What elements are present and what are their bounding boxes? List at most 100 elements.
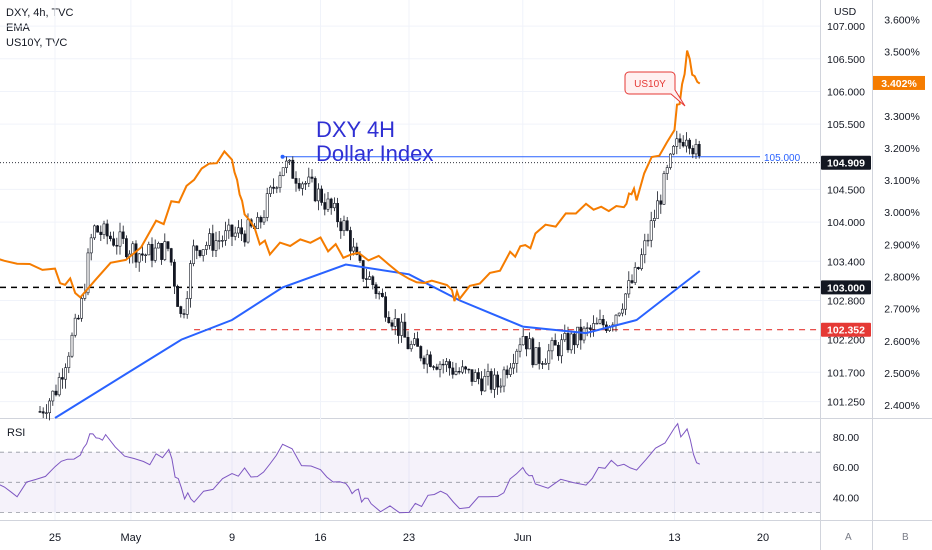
candle-body: [646, 239, 650, 242]
candle-body: [160, 243, 164, 260]
price-levels: [0, 154, 820, 331]
price-tick-label: 105.500: [827, 119, 865, 131]
legend-ema[interactable]: EMA: [6, 22, 30, 34]
legend-us10y[interactable]: US10Y, TVC: [6, 37, 68, 49]
candle-body: [614, 314, 618, 326]
ema-line: [54, 263, 701, 419]
rsi-legend[interactable]: RSI: [7, 427, 26, 439]
candle-body: [44, 412, 48, 414]
candle-body: [284, 160, 288, 168]
candle-body: [403, 321, 407, 338]
candle-body: [57, 377, 61, 396]
candle-body: [339, 221, 343, 232]
candle-body: [380, 292, 384, 297]
candle-body: [265, 193, 269, 218]
candle-body: [643, 240, 647, 256]
price-tick-label: 104.000: [827, 217, 865, 229]
candle-body: [281, 167, 285, 176]
candle-body: [336, 203, 340, 223]
scale-a-button[interactable]: A: [845, 532, 852, 543]
candle-body: [371, 276, 375, 285]
candle-body: [470, 369, 474, 382]
candle-body: [499, 385, 503, 388]
scale-b-button[interactable]: B: [902, 532, 909, 543]
annotation-subtitle: Dollar Index: [316, 141, 433, 166]
price-tick-label: 107.000: [827, 21, 865, 33]
price-tick-label: 106.000: [827, 86, 865, 98]
x-tick-label: 20: [757, 532, 769, 544]
candle-body: [457, 371, 461, 373]
candle-body: [166, 241, 170, 249]
candle-body: [384, 296, 388, 318]
candle-body: [544, 362, 548, 365]
level-105-anchor: [280, 154, 285, 159]
candle-body: [329, 198, 333, 209]
candle-body: [352, 246, 356, 252]
candle-body: [444, 361, 448, 366]
candle-body: [195, 245, 199, 251]
candle-body: [297, 183, 301, 189]
price-tick-label: 102.200: [827, 335, 865, 347]
candle-body: [169, 248, 173, 263]
candle-body: [620, 308, 624, 314]
candle-body: [454, 371, 458, 375]
candle-body: [38, 411, 42, 413]
candle-body: [534, 347, 538, 366]
x-tick-label: 16: [314, 532, 326, 544]
candle-body: [409, 344, 413, 350]
candle-body: [524, 336, 528, 350]
candle-body: [630, 280, 634, 283]
candle-body: [54, 390, 58, 396]
us10y-tag-bg: [873, 75, 925, 90]
candle-body: [521, 336, 525, 346]
candle-body: [412, 338, 416, 345]
candle-body: [147, 243, 151, 256]
candle-body: [118, 231, 122, 247]
candle-body: [448, 361, 452, 369]
candle-body: [211, 233, 215, 251]
candle-body: [205, 245, 208, 250]
candle-body: [588, 327, 592, 330]
candle-body: [355, 246, 359, 255]
candle-body: [278, 175, 282, 188]
candle-body: [345, 220, 349, 231]
candle-body: [89, 237, 93, 254]
candle-body: [64, 367, 68, 380]
yield-tick-label: 3.200%: [884, 143, 920, 155]
candle-body: [387, 316, 391, 324]
candle-body: [393, 318, 397, 327]
price-tick-label: 102.800: [827, 295, 865, 307]
candle-body: [192, 245, 196, 264]
candle-body: [432, 366, 436, 368]
yield-tick-label: 2.700%: [884, 304, 920, 316]
candle-body: [179, 306, 183, 314]
candle-body: [70, 334, 74, 357]
candle-body: [451, 367, 455, 375]
candle-body: [80, 298, 84, 319]
price-tick-label: 104.500: [827, 184, 865, 196]
yield-tick-label: 3.300%: [884, 111, 920, 123]
candle-body: [483, 376, 487, 392]
legend-symbol[interactable]: DXY, 4h, TVC: [6, 7, 74, 19]
candle-body: [102, 223, 106, 235]
candle-body: [259, 216, 263, 223]
candle-body: [652, 218, 656, 221]
candle-body: [323, 202, 327, 210]
candle-body: [390, 322, 394, 327]
candle-body: [221, 240, 224, 242]
candle-body: [441, 363, 445, 366]
candle-body: [601, 318, 605, 326]
candle-body: [585, 327, 589, 329]
candle-body: [489, 371, 493, 390]
annotation-title: DXY 4H: [316, 117, 395, 142]
candle-body: [556, 344, 560, 357]
candle-body: [182, 313, 186, 315]
candle-body: [515, 350, 519, 364]
candle-body: [438, 363, 442, 370]
candle-body: [563, 333, 567, 341]
candle-body: [60, 377, 64, 380]
candle-body: [262, 217, 266, 223]
candle-body: [473, 372, 477, 382]
rsi-line: [0, 422, 701, 514]
